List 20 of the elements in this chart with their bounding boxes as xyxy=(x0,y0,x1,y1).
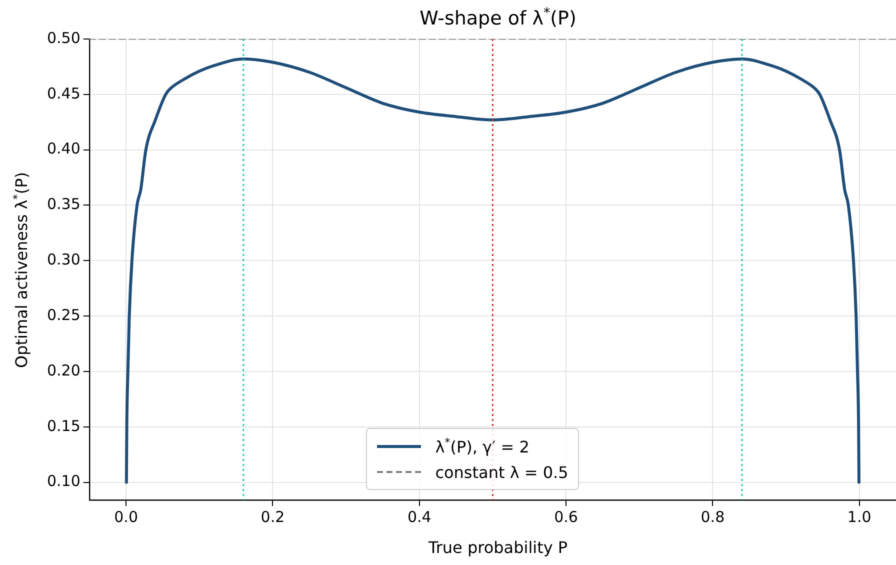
y-tick-label: 0.45 xyxy=(46,84,80,102)
x-tick-label: 1.0 xyxy=(847,508,872,526)
legend-label: constant λ = 0.5 xyxy=(435,462,568,482)
x-tick-label: 0.4 xyxy=(407,508,432,526)
legend-label: λ$^{*}$(P), γ′ = 2 xyxy=(435,436,530,456)
y-tick-label: 0.10 xyxy=(46,472,80,490)
y-tick-label: 0.15 xyxy=(46,416,80,435)
x-tick-label: 0.0 xyxy=(114,508,138,526)
y-tick-label: 0.30 xyxy=(46,250,80,269)
line-series xyxy=(124,57,860,484)
y-tick-label: 0.35 xyxy=(46,195,80,214)
x-axis-title: True probability P xyxy=(427,538,569,557)
x-tick-label: 0.2 xyxy=(260,508,285,526)
x-tick-label: 0.6 xyxy=(554,508,578,526)
chart-title: W-shape of λ$^{*}$(P) xyxy=(418,6,578,30)
x-tick-label: 0.8 xyxy=(700,508,725,526)
y-tick-label: 0.20 xyxy=(46,361,80,380)
y-tick-label: 0.40 xyxy=(46,140,80,158)
y-tick-label: 0.25 xyxy=(46,306,80,324)
y-tick-label: 0.50 xyxy=(46,28,80,47)
